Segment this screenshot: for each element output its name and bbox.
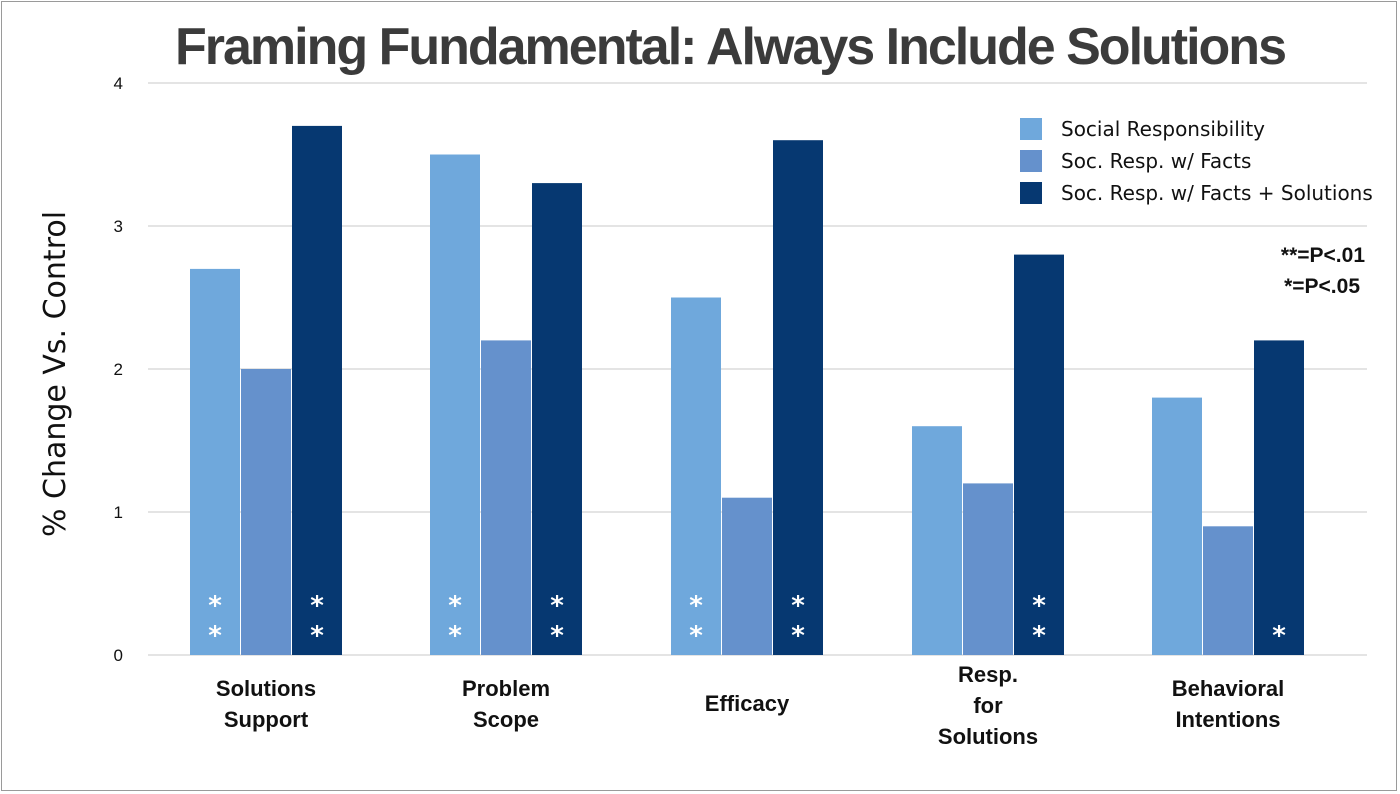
bar <box>190 268 240 655</box>
y-axis-ticks: 0 1 2 3 4 <box>114 74 123 665</box>
significance-star: * <box>550 591 564 621</box>
bar <box>963 483 1013 655</box>
legend-label: Soc. Resp. w/ Facts <box>1061 149 1251 173</box>
x-category-label-line: Support <box>224 707 309 732</box>
bar <box>241 369 291 655</box>
bar <box>773 140 823 655</box>
significance-star: * <box>791 621 805 651</box>
y-tick-label: 3 <box>114 217 123 236</box>
x-category-label-line: Intentions <box>1175 707 1280 732</box>
x-category-label-line: Efficacy <box>705 691 790 716</box>
significance-star: * <box>208 591 222 621</box>
y-tick-label: 4 <box>114 74 123 93</box>
significance-star: * <box>310 621 324 651</box>
y-axis-label: % Change Vs. Control <box>38 211 73 537</box>
x-category-label-line: Solutions <box>216 676 316 701</box>
x-category-label: Resp. for Solutions <box>938 662 1038 749</box>
significance-key: **=P<.01 *=P<.05 <box>1281 244 1365 298</box>
significance-star: * <box>791 591 805 621</box>
significance-star: * <box>550 621 564 651</box>
y-tick-label: 1 <box>114 503 123 522</box>
y-tick-label: 2 <box>114 360 123 379</box>
significance-star: * <box>448 591 462 621</box>
significance-star: * <box>1032 591 1046 621</box>
significance-star: * <box>448 621 462 651</box>
x-category-label-line: Scope <box>473 707 539 732</box>
bar <box>1152 397 1202 655</box>
x-category-label-line: Resp. <box>958 662 1018 687</box>
bar <box>1254 340 1304 655</box>
x-category-label: Solutions Support <box>216 676 316 732</box>
chart-title: Framing Fundamental: Always Include Solu… <box>175 18 1285 76</box>
bars <box>190 125 1304 655</box>
x-category-label: Efficacy <box>705 691 790 716</box>
x-category-label: Behavioral Intentions <box>1172 676 1285 732</box>
significance-key-line-2: *=P<.05 <box>1284 275 1360 298</box>
bar <box>292 125 342 655</box>
legend: Social Responsibility Soc. Resp. w/ Facts… <box>1020 117 1373 205</box>
significance-star: * <box>689 621 703 651</box>
legend-label: Soc. Resp. w/ Facts + Solutions <box>1061 181 1373 205</box>
bar <box>430 154 480 655</box>
x-category-label-line: Behavioral <box>1172 676 1285 701</box>
x-category-label-line: Solutions <box>938 724 1038 749</box>
legend-swatch <box>1020 150 1042 172</box>
bar <box>1014 254 1064 655</box>
significance-star: * <box>310 591 324 621</box>
significance-markers: ************** * <box>208 591 1286 651</box>
bar <box>912 426 962 655</box>
bar <box>481 340 531 655</box>
legend-label: Social Responsibility <box>1061 117 1265 141</box>
y-tick-label: 0 <box>114 646 123 665</box>
significance-star: * <box>1032 621 1046 651</box>
x-axis-categories: Solutions Support Problem Scope Efficacy Resp… <box>216 662 1284 749</box>
significance-star: * <box>208 621 222 651</box>
bar <box>532 183 582 655</box>
significance-star: * <box>1272 621 1286 651</box>
bar <box>671 297 721 655</box>
significance-star: * <box>689 591 703 621</box>
legend-swatch <box>1020 182 1042 204</box>
significance-key-line-1: **=P<.01 <box>1281 244 1365 267</box>
x-category-label: Problem Scope <box>462 676 550 732</box>
x-category-label-line: for <box>973 693 1003 718</box>
legend-swatch <box>1020 118 1042 140</box>
bar <box>1203 526 1253 655</box>
bar <box>722 497 772 655</box>
x-category-label-line: Problem <box>462 676 550 701</box>
